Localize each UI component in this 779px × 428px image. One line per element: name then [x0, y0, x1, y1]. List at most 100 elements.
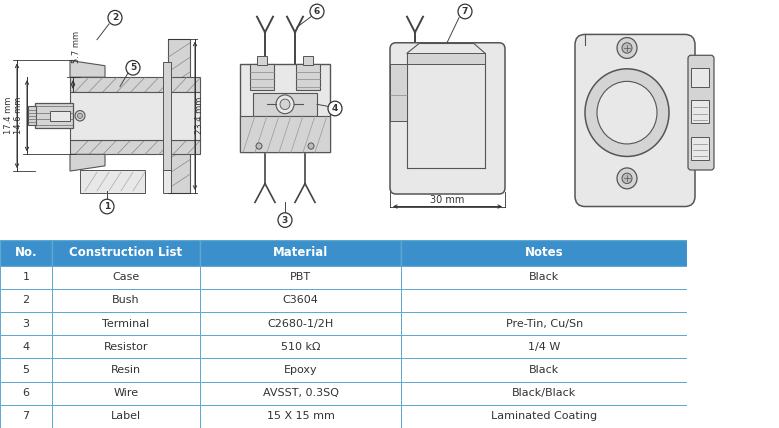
Bar: [296, 64, 320, 90]
Text: PBT: PBT: [290, 272, 311, 282]
Bar: [199, 266, 401, 289]
Text: 510 kΩ: 510 kΩ: [281, 342, 320, 352]
Circle shape: [108, 10, 122, 25]
Circle shape: [75, 110, 85, 121]
Circle shape: [458, 4, 472, 19]
Polygon shape: [70, 60, 105, 77]
Text: 2: 2: [23, 295, 30, 306]
Bar: [52, 289, 199, 312]
Text: C3604: C3604: [283, 295, 319, 306]
Text: Black/Black: Black/Black: [512, 388, 576, 398]
Text: 7: 7: [462, 7, 468, 16]
Text: AVSST, 0.3SQ: AVSST, 0.3SQ: [263, 388, 339, 398]
Circle shape: [276, 95, 294, 114]
Bar: [52, 312, 199, 335]
Bar: [401, 240, 687, 266]
Text: 17.4 mm: 17.4 mm: [5, 97, 13, 134]
Text: Case: Case: [112, 272, 139, 282]
Circle shape: [622, 43, 632, 53]
Bar: [52, 382, 199, 405]
Text: Wire: Wire: [113, 388, 139, 398]
Bar: [50, 110, 70, 121]
Circle shape: [622, 173, 632, 184]
Text: 6: 6: [314, 7, 320, 16]
Bar: [52, 359, 199, 382]
Bar: [401, 335, 687, 359]
Text: Label: Label: [111, 411, 141, 422]
Bar: [199, 312, 401, 335]
Circle shape: [597, 81, 657, 144]
Bar: [691, 100, 709, 123]
Bar: [0, 312, 52, 335]
Bar: [240, 64, 330, 152]
Circle shape: [617, 168, 637, 189]
Bar: [28, 107, 36, 125]
Bar: [35, 103, 73, 128]
Text: Black: Black: [529, 365, 559, 375]
Text: 1: 1: [104, 202, 110, 211]
Bar: [199, 359, 401, 382]
Bar: [52, 405, 199, 428]
Bar: [0, 289, 52, 312]
Bar: [52, 335, 199, 359]
Circle shape: [77, 113, 83, 119]
Text: C2680-1/2H: C2680-1/2H: [267, 319, 333, 329]
Circle shape: [308, 143, 314, 149]
Bar: [240, 116, 330, 152]
Bar: [70, 140, 200, 155]
Bar: [401, 312, 687, 335]
Text: 23.4 mm: 23.4 mm: [196, 97, 205, 134]
Text: 4: 4: [23, 342, 30, 352]
Text: Laminated Coating: Laminated Coating: [492, 411, 597, 422]
Bar: [199, 240, 401, 266]
FancyBboxPatch shape: [390, 43, 505, 194]
Bar: [70, 77, 200, 92]
Text: Material: Material: [273, 246, 328, 259]
Bar: [199, 289, 401, 312]
Bar: [0, 335, 52, 359]
Polygon shape: [70, 155, 105, 171]
Circle shape: [278, 213, 292, 227]
Bar: [257, 56, 267, 65]
Circle shape: [617, 38, 637, 58]
Text: 3: 3: [282, 216, 288, 225]
Text: 30 mm: 30 mm: [430, 195, 464, 205]
Bar: [253, 93, 317, 116]
Bar: [0, 359, 52, 382]
Bar: [52, 240, 199, 266]
Circle shape: [100, 199, 114, 214]
Circle shape: [585, 69, 669, 157]
Circle shape: [310, 4, 324, 19]
Bar: [163, 62, 171, 170]
Text: 15 X 15 mm: 15 X 15 mm: [266, 411, 334, 422]
Text: Notes: Notes: [525, 246, 563, 259]
Circle shape: [280, 99, 290, 110]
Bar: [168, 39, 190, 193]
Text: Black: Black: [529, 272, 559, 282]
Text: 6: 6: [23, 388, 30, 398]
Bar: [303, 56, 313, 65]
Text: 3: 3: [23, 319, 30, 329]
Text: 5: 5: [23, 365, 30, 375]
Bar: [199, 382, 401, 405]
Text: 14.6 mm: 14.6 mm: [15, 97, 23, 134]
Bar: [250, 64, 274, 90]
Bar: [401, 382, 687, 405]
Bar: [401, 359, 687, 382]
Bar: [401, 266, 687, 289]
Bar: [401, 405, 687, 428]
Bar: [163, 170, 171, 193]
Bar: [0, 405, 52, 428]
Text: 1/4 W: 1/4 W: [528, 342, 560, 352]
FancyBboxPatch shape: [688, 55, 714, 170]
Circle shape: [126, 60, 140, 75]
Bar: [691, 137, 709, 160]
Text: 5.7 mm: 5.7 mm: [72, 31, 82, 63]
Bar: [401, 289, 687, 312]
Circle shape: [328, 101, 342, 116]
Text: Pre-Tin, Cu/Sn: Pre-Tin, Cu/Sn: [506, 319, 583, 329]
Text: Resistor: Resistor: [104, 342, 148, 352]
Text: Epoxy: Epoxy: [284, 365, 317, 375]
Bar: [199, 405, 401, 428]
Bar: [390, 64, 407, 121]
